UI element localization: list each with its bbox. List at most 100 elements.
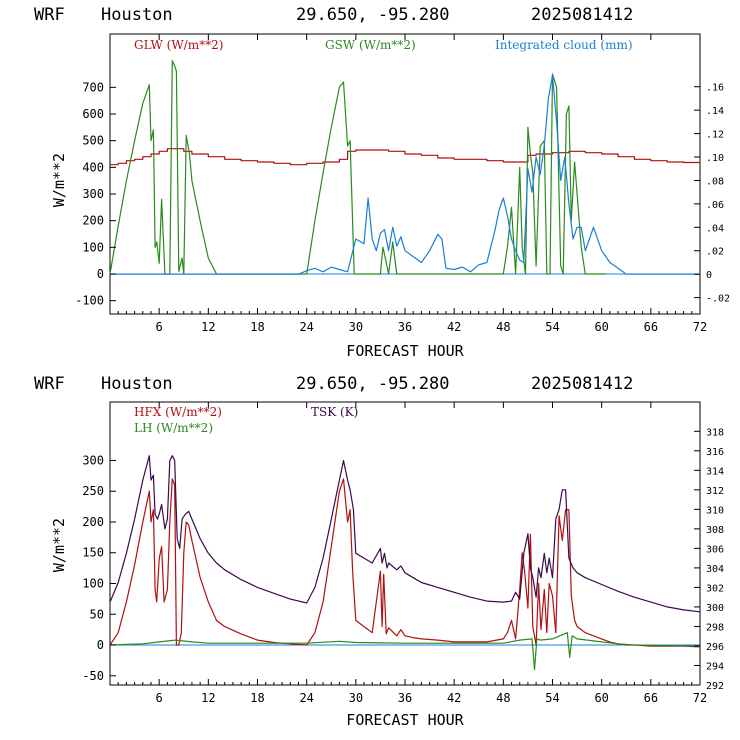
x-tick-label: 18 — [250, 320, 264, 334]
y-tick-label: 150 — [82, 546, 104, 560]
y-tick-label: 500 — [82, 134, 104, 148]
chart-panel-fluxes: 6 12 18 24 30 36 42 48 54 60 66 72 -50 0 50 100 150 200 2… — [50, 401, 724, 729]
x-tick-label: 24 — [299, 691, 313, 705]
panel1-y-axis: -100 0 100 200 300 400 500 600 700 — [75, 80, 116, 308]
y2-tick-label: .06 — [706, 200, 724, 211]
x-tick-label: 72 — [693, 691, 707, 705]
y2-tick-label: .12 — [706, 130, 724, 141]
y2-tick-label: 318 — [706, 427, 724, 438]
y2-tick-label: 292 — [706, 681, 724, 692]
y2-tick-label: .10 — [706, 153, 724, 164]
y-tick-label: 250 — [82, 484, 104, 498]
series-line-gsw — [109, 60, 606, 275]
y-tick-label: 300 — [82, 187, 104, 201]
panel2-y-axis: -50 0 50 100 150 200 250 300 — [82, 453, 116, 683]
x-tick-label: 48 — [496, 320, 510, 334]
panel2-header: WRF Houston 29.650, -95.280 2025081412 — [34, 374, 633, 394]
x-tick-label: 24 — [299, 320, 313, 334]
y2-tick-label: 0 — [706, 270, 712, 281]
y2-tick-label: 294 — [706, 661, 724, 672]
y-tick-label: 0 — [97, 638, 104, 652]
panel2-ylabel: W/m**2 — [50, 518, 68, 572]
y-tick-label: 200 — [82, 214, 104, 228]
y2-tick-label: .08 — [706, 176, 724, 187]
legend-lh: LH (W/m**2) — [134, 421, 213, 435]
x-tick-label: 54 — [545, 691, 559, 705]
panel1-x-axis: 6 12 18 24 30 36 42 48 54 60 66 72 — [117, 34, 707, 334]
panel2-y2-axis: 292 294 296 298 300 302 304 306 308 310 312 314 316 3… — [694, 427, 724, 692]
x-tick-label: 6 — [156, 691, 163, 705]
x-tick-label: 48 — [496, 691, 510, 705]
y2-tick-label: 296 — [706, 642, 724, 653]
x-tick-label: 72 — [693, 320, 707, 334]
x-tick-label: 66 — [644, 691, 658, 705]
y2-tick-label: 302 — [706, 583, 724, 594]
y2-tick-label: -.02 — [706, 294, 730, 305]
x-tick-label: 54 — [545, 320, 559, 334]
y-tick-label: 700 — [82, 80, 104, 94]
panel2-coords: 29.650, -95.280 — [296, 374, 450, 394]
x-tick-label: 36 — [398, 320, 412, 334]
y-tick-label: 100 — [82, 240, 104, 254]
panel2-xlabel: FORECAST HOUR — [346, 711, 464, 729]
panel2-series — [109, 455, 701, 671]
y2-tick-label: 316 — [706, 447, 724, 458]
x-tick-label: 36 — [398, 691, 412, 705]
y2-tick-label: .04 — [706, 223, 724, 234]
y-tick-label: 600 — [82, 107, 104, 121]
y-tick-label: 400 — [82, 160, 104, 174]
x-tick-label: 42 — [447, 691, 461, 705]
panel1-init-time: 2025081412 — [531, 5, 633, 25]
x-tick-label: 12 — [201, 320, 215, 334]
panel2-x-axis: 6 12 18 24 30 36 42 48 54 60 66 72 — [117, 402, 707, 705]
panel1-header: WRF Houston 29.650, -95.280 2025081412 — [34, 5, 633, 25]
x-tick-label: 30 — [349, 691, 363, 705]
y-tick-label: 0 — [97, 267, 104, 281]
y2-tick-label: 300 — [706, 603, 724, 614]
y2-tick-label: 304 — [706, 564, 724, 575]
series-line-lh — [109, 632, 701, 671]
y2-tick-label: 308 — [706, 525, 724, 536]
y2-tick-label: 312 — [706, 486, 724, 497]
y2-tick-label: 306 — [706, 544, 724, 555]
series-line-integrated — [110, 74, 700, 275]
panel1-ylabel: W/m**2 — [50, 153, 68, 207]
y-tick-label: 50 — [90, 607, 104, 621]
x-tick-label: 66 — [644, 320, 658, 334]
x-tick-label: 18 — [250, 691, 264, 705]
y2-tick-label: 310 — [706, 505, 724, 516]
y-tick-label: 300 — [82, 453, 104, 467]
y2-tick-label: 314 — [706, 466, 724, 477]
x-tick-label: 12 — [201, 691, 215, 705]
y2-tick-label: .02 — [706, 247, 724, 258]
y-tick-label: -100 — [75, 294, 104, 308]
x-tick-label: 6 — [156, 320, 163, 334]
y2-tick-label: .14 — [706, 106, 724, 117]
legend-glw: GLW (W/m**2) — [134, 38, 223, 52]
panel2-init-time: 2025081412 — [531, 374, 633, 394]
panel1-series — [109, 60, 701, 275]
x-tick-label: 30 — [349, 320, 363, 334]
panel2-model: WRF — [34, 374, 65, 394]
series-line-tsk — [109, 455, 701, 613]
x-tick-label: 42 — [447, 320, 461, 334]
y-tick-label: 100 — [82, 576, 104, 590]
series-line-hfx — [109, 478, 701, 648]
panel1-model: WRF — [34, 5, 65, 25]
y-tick-label: 200 — [82, 515, 104, 529]
panel1-xlabel: FORECAST HOUR — [346, 342, 464, 360]
panel2-location: Houston — [101, 374, 173, 394]
legend-gsw: GSW (W/m**2) — [325, 38, 416, 52]
panel1-location: Houston — [101, 5, 173, 25]
panel1-coords: 29.650, -95.280 — [296, 5, 450, 25]
chart-panel-radiation: 6 12 18 24 30 36 42 48 54 60 66 72 -100 0 100 200 300 40… — [50, 33, 730, 360]
y2-tick-label: 298 — [706, 622, 724, 633]
legend-tsk: TSK (K) — [311, 405, 358, 419]
y-tick-label: -50 — [82, 669, 104, 683]
legend-cloud: Integrated cloud (mm) — [495, 38, 633, 52]
x-tick-label: 60 — [594, 691, 608, 705]
panel1-y2-axis: -.02 0 .02 .04 .06 .08 .10 .12 .14 .16 — [694, 83, 730, 305]
legend-hfx: HFX (W/m**2) — [134, 405, 222, 419]
y2-tick-label: .16 — [706, 83, 724, 94]
